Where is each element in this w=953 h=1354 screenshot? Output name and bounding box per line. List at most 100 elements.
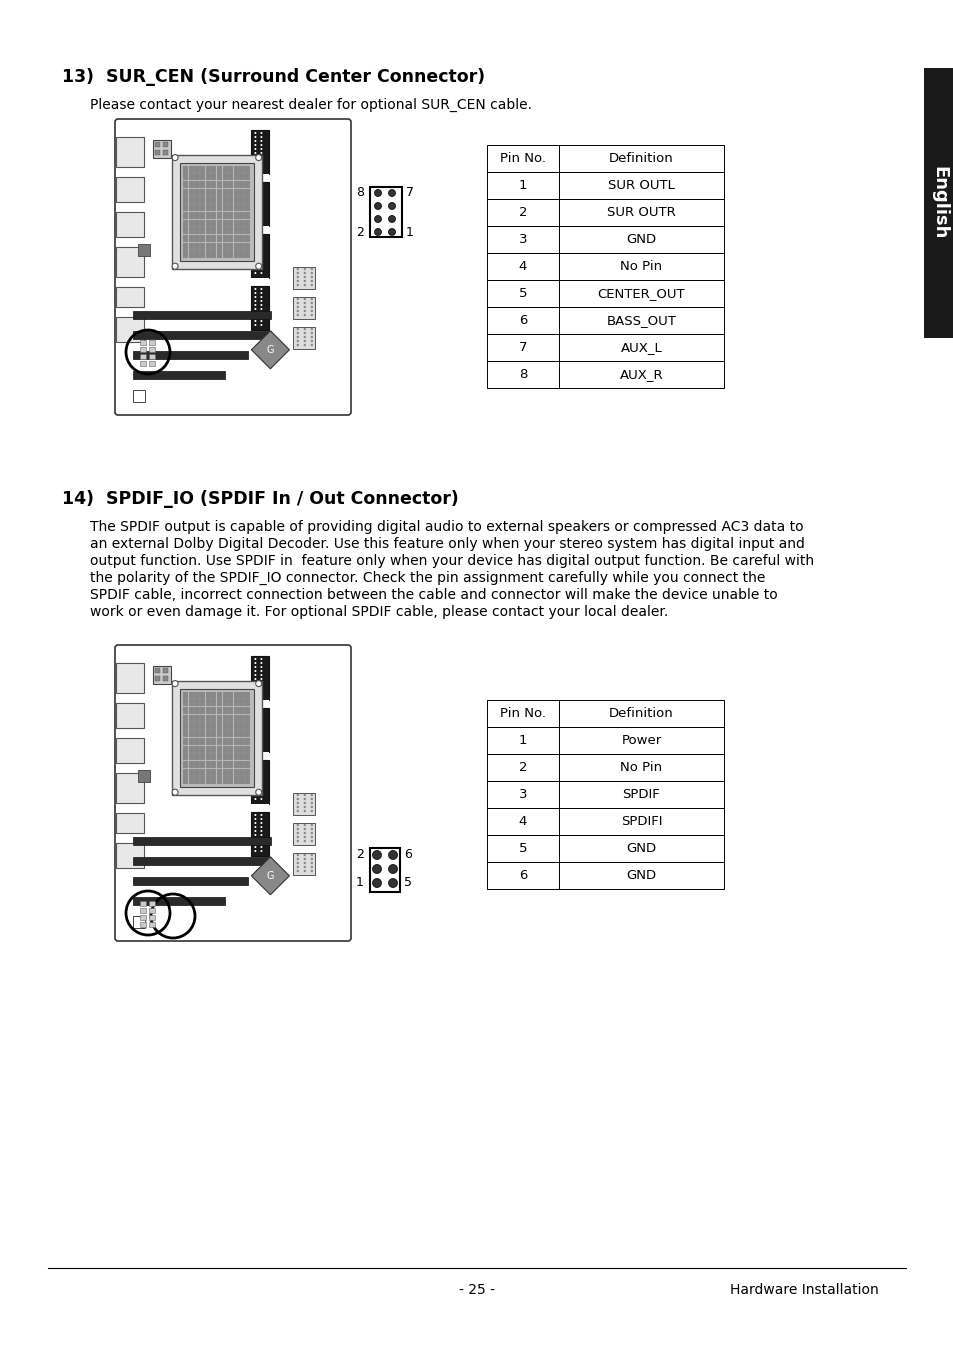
Bar xyxy=(183,173,188,180)
Circle shape xyxy=(388,850,397,860)
Circle shape xyxy=(260,135,262,138)
Circle shape xyxy=(260,666,262,668)
Circle shape xyxy=(260,783,262,784)
Circle shape xyxy=(254,260,256,263)
Circle shape xyxy=(260,793,262,796)
Bar xyxy=(222,250,228,257)
Circle shape xyxy=(303,827,306,830)
Text: English: English xyxy=(929,167,947,240)
Bar xyxy=(211,776,216,784)
Bar xyxy=(132,898,225,906)
Text: 2: 2 xyxy=(518,206,527,219)
Bar xyxy=(211,236,216,242)
Circle shape xyxy=(296,268,298,271)
Circle shape xyxy=(254,131,256,134)
Circle shape xyxy=(254,814,256,816)
Circle shape xyxy=(311,827,313,830)
Bar xyxy=(183,692,188,699)
Circle shape xyxy=(254,770,256,772)
Bar xyxy=(206,227,211,234)
Bar xyxy=(245,738,250,745)
Bar xyxy=(194,181,199,188)
Bar xyxy=(239,188,244,196)
Bar xyxy=(222,776,228,784)
Bar xyxy=(239,165,244,173)
Circle shape xyxy=(260,244,262,246)
Bar xyxy=(228,181,233,188)
Circle shape xyxy=(375,190,381,196)
Bar xyxy=(138,770,150,781)
Bar xyxy=(216,723,222,730)
Circle shape xyxy=(260,264,262,265)
Bar xyxy=(228,776,233,784)
Bar xyxy=(222,730,228,738)
Bar xyxy=(222,242,228,250)
Bar xyxy=(222,738,228,745)
Bar xyxy=(172,681,261,795)
Circle shape xyxy=(254,305,256,306)
Circle shape xyxy=(254,196,256,198)
Text: 1: 1 xyxy=(518,179,527,192)
Circle shape xyxy=(303,823,306,826)
Circle shape xyxy=(260,838,262,839)
Bar xyxy=(206,211,211,219)
Text: the polarity of the SPDIF_IO connector. Check the pin assignment carefully while: the polarity of the SPDIF_IO connector. … xyxy=(90,571,764,585)
Bar xyxy=(245,219,250,226)
Bar xyxy=(233,250,239,257)
Bar xyxy=(252,655,269,700)
Bar xyxy=(200,196,205,203)
Bar xyxy=(206,181,211,188)
Bar xyxy=(228,250,233,257)
Circle shape xyxy=(254,846,256,848)
Circle shape xyxy=(311,340,313,343)
FancyBboxPatch shape xyxy=(115,645,351,941)
Bar xyxy=(149,922,154,927)
Bar xyxy=(558,835,723,862)
Bar xyxy=(116,663,144,693)
Bar xyxy=(194,738,199,745)
Circle shape xyxy=(260,209,262,210)
Bar xyxy=(206,188,211,196)
Bar xyxy=(216,219,222,226)
Text: 14)  SPDIF_IO (SPDIF In / Out Connector): 14) SPDIF_IO (SPDIF In / Out Connector) xyxy=(62,490,458,508)
Bar xyxy=(216,188,222,196)
Circle shape xyxy=(311,810,313,812)
Bar xyxy=(222,181,228,188)
Circle shape xyxy=(254,730,256,733)
Bar xyxy=(154,668,160,673)
Circle shape xyxy=(254,301,256,302)
Circle shape xyxy=(296,810,298,812)
Circle shape xyxy=(254,264,256,265)
Bar xyxy=(132,371,225,379)
Circle shape xyxy=(303,835,306,838)
Circle shape xyxy=(296,854,298,856)
Bar xyxy=(228,769,233,776)
Bar xyxy=(222,715,228,722)
Circle shape xyxy=(303,336,306,338)
Circle shape xyxy=(296,835,298,838)
Circle shape xyxy=(260,268,262,269)
Bar xyxy=(149,353,154,359)
Bar xyxy=(216,715,222,722)
Circle shape xyxy=(254,826,256,829)
Circle shape xyxy=(296,793,298,796)
Bar xyxy=(245,699,250,707)
Circle shape xyxy=(388,215,395,222)
Circle shape xyxy=(260,188,262,190)
Bar xyxy=(189,746,193,753)
Text: SPDIF cable, incorrect connection between the cable and connector will make the : SPDIF cable, incorrect connection betwee… xyxy=(90,588,777,603)
Bar xyxy=(228,715,233,722)
Bar xyxy=(189,776,193,784)
Bar xyxy=(245,242,250,250)
Bar xyxy=(183,196,188,203)
Circle shape xyxy=(260,691,262,692)
Bar xyxy=(558,862,723,890)
Bar xyxy=(558,334,723,362)
Circle shape xyxy=(260,152,262,154)
Circle shape xyxy=(303,865,306,868)
Bar xyxy=(233,242,239,250)
Circle shape xyxy=(372,864,381,873)
Circle shape xyxy=(254,662,256,663)
Circle shape xyxy=(303,272,306,275)
Bar xyxy=(293,823,314,845)
